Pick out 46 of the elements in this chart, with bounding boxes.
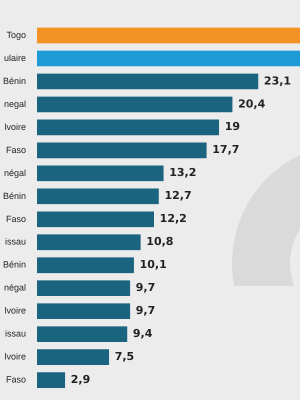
y-tick-label: Faso	[6, 374, 26, 385]
data-label: 2,9	[70, 372, 90, 386]
data-label: 12,2	[160, 212, 187, 226]
y-tick-label: lvoire	[4, 122, 26, 132]
bar	[37, 50, 300, 66]
bar	[37, 188, 159, 204]
y-tick-label: Bénin	[2, 76, 26, 86]
bar	[37, 166, 164, 182]
data-label: 7,5	[114, 350, 134, 363]
bar	[37, 326, 128, 342]
bar	[37, 234, 141, 250]
bar	[37, 349, 110, 365]
data-label: 23,1	[264, 74, 292, 88]
bar	[37, 28, 300, 44]
y-tick-label: ulaire	[4, 52, 26, 63]
y-tick-label: négal	[4, 282, 26, 293]
bar	[37, 142, 207, 158]
y-tick-label: negal	[4, 98, 26, 109]
bar	[37, 96, 232, 112]
y-tick-label: Bénin	[2, 190, 26, 201]
y-tick-label: négal	[4, 168, 26, 178]
data-label: 20,4	[238, 97, 266, 110]
y-tick-label: Faso	[6, 144, 26, 155]
bar	[37, 372, 66, 388]
bar	[37, 257, 134, 274]
data-label: 12,7	[164, 189, 192, 202]
data-label: 10,8	[146, 235, 174, 248]
y-tick-label: Togo	[6, 30, 26, 40]
y-tick-label: issau	[4, 328, 26, 339]
data-label: 10,1	[140, 258, 167, 272]
y-tick-label: Bénin	[2, 260, 26, 270]
data-label: 9,4	[132, 327, 153, 340]
bar	[37, 211, 154, 228]
data-label: 9,7	[136, 281, 156, 294]
data-label: 17,7	[212, 143, 240, 156]
data-label: 19	[224, 120, 240, 134]
y-tick-label: Faso	[6, 214, 26, 224]
bar	[37, 74, 258, 90]
bar	[37, 280, 130, 296]
bar	[37, 303, 130, 320]
y-tick-label: lvoire	[4, 306, 26, 316]
bar	[37, 120, 220, 136]
y-tick-label: lvoire	[4, 352, 26, 362]
data-label: 13,2	[169, 166, 196, 180]
y-tick-label: issau	[4, 236, 26, 247]
data-label: 9,7	[136, 304, 156, 318]
